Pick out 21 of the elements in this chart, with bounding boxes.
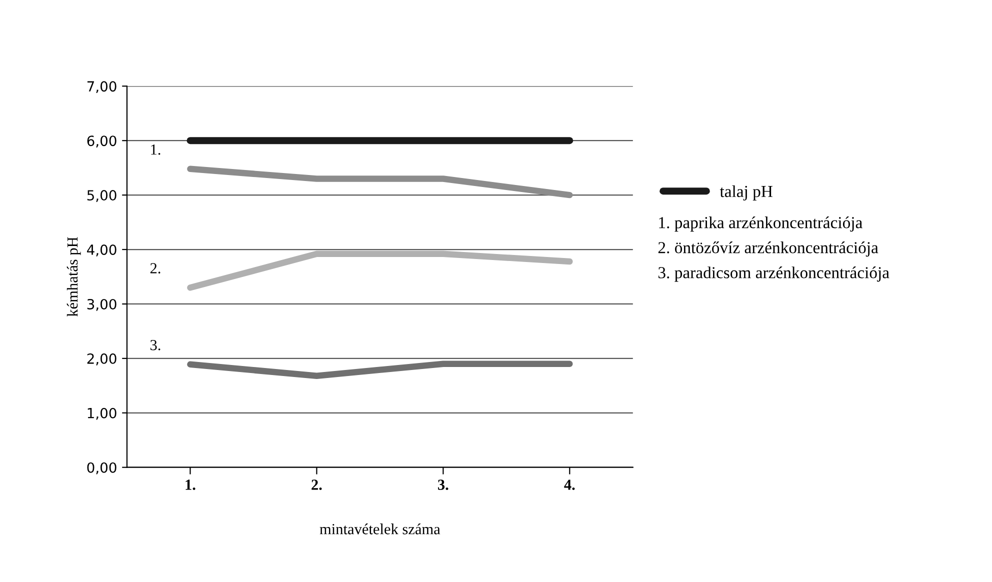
- y-tick-label: 5,00: [87, 190, 116, 202]
- y-tick-label: 4,00: [87, 244, 116, 256]
- y-tick-label: 6,00: [87, 136, 116, 148]
- x-tick-label: 2.: [312, 480, 322, 490]
- text: 2. öntözővíz arzénkoncentrációja: [658, 242, 878, 257]
- text: 1.: [151, 144, 160, 155]
- legend-label: talaj pH: [720, 185, 772, 200]
- y-axis-title: kémhatás pH: [66, 237, 81, 317]
- y-tick-label: 1,00: [88, 408, 116, 420]
- text: 3. paradicsom arzénkoncentrációja: [658, 266, 890, 282]
- text: 1. paprika arzénkoncentrációja: [659, 216, 862, 232]
- x-tick-label: 3.: [438, 480, 448, 490]
- text: 3.: [150, 340, 160, 350]
- x-axis-title: mintavételek száma: [320, 524, 440, 534]
- text: 2.: [150, 263, 160, 274]
- y-tick-label: 2,00: [87, 353, 116, 366]
- y-tick-label: 3,00: [87, 298, 116, 311]
- y-tick-label: 0,00: [87, 462, 116, 474]
- x-tick-label: 1.: [186, 480, 196, 490]
- x-tick-label: 4.: [564, 480, 575, 490]
- y-tick-label: 7,00: [87, 81, 116, 94]
